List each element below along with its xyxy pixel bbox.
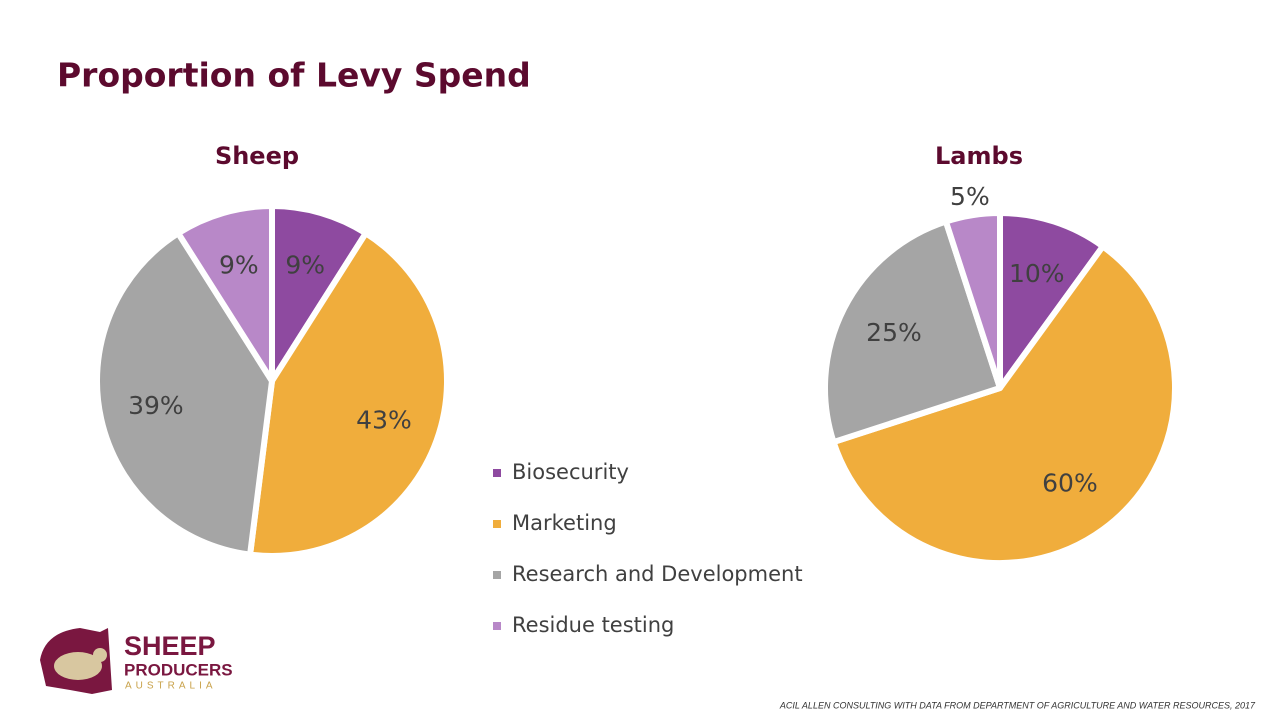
logo-text: PRODUCERS — [124, 660, 233, 679]
legend-marker — [493, 571, 501, 579]
data-label: 5% — [950, 182, 990, 211]
pie-slice — [175, 203, 275, 384]
chart-title: Sheep — [215, 142, 299, 170]
chart-title: Lambs — [935, 142, 1023, 170]
data-label: 60% — [1042, 468, 1098, 497]
pie-slice — [822, 218, 1003, 446]
logo: SHEEP PRODUCERS AUSTRALIA — [40, 628, 233, 694]
data-label: 25% — [866, 318, 922, 347]
legend-label: Biosecurity — [512, 460, 629, 484]
data-label: 9% — [219, 251, 259, 280]
legend-marker — [493, 622, 501, 630]
pie-slice — [942, 210, 1003, 391]
logo-text: AUSTRALIA — [125, 681, 217, 692]
data-label: 10% — [1009, 259, 1065, 288]
source-note: ACIL ALLEN CONSULTING WITH DATA FROM DEP… — [779, 700, 1256, 710]
legend-label: Research and Development — [512, 562, 803, 586]
data-label: 9% — [285, 251, 325, 280]
legend-label: Marketing — [512, 511, 617, 535]
pie-slice — [830, 243, 1178, 567]
data-label: 39% — [128, 391, 184, 420]
legend-marker — [493, 520, 501, 528]
pie-slice — [247, 230, 450, 559]
data-label: 43% — [356, 405, 412, 434]
pie-slice — [997, 210, 1106, 391]
logo-sheep — [54, 652, 102, 680]
slide-title: Proportion of Levy Spend — [57, 56, 531, 95]
logo-sheep-head — [93, 648, 107, 662]
legend-label: Residue testing — [512, 613, 674, 637]
legend-marker — [493, 469, 501, 477]
logo-text: SHEEP — [124, 631, 216, 661]
